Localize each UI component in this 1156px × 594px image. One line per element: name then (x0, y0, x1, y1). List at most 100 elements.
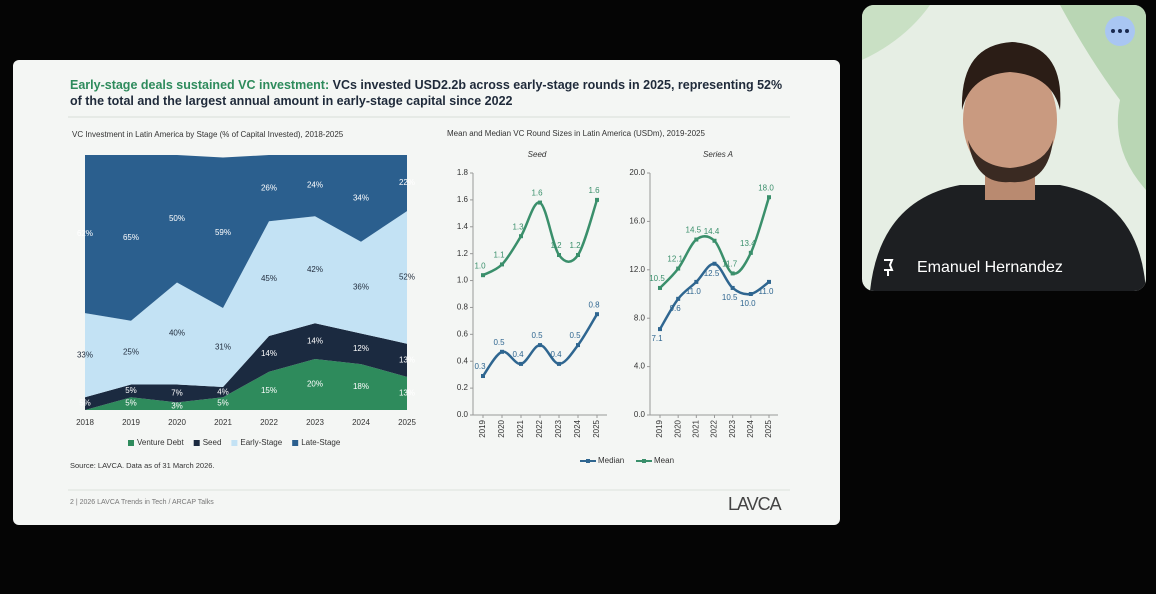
value-label: 11.0 (686, 287, 702, 296)
value-label: 62% (77, 229, 93, 238)
point (576, 343, 580, 348)
point (595, 197, 599, 202)
value-label: 5% (217, 399, 229, 408)
value-label: 13.4 (740, 239, 756, 248)
value-label: 52% (399, 273, 415, 282)
x-tick-label: 2023 (554, 419, 563, 437)
value-label: 13% (399, 389, 415, 398)
point (519, 234, 523, 239)
point (500, 349, 504, 354)
x-tick-label: 2024 (746, 419, 755, 437)
point (694, 237, 699, 242)
point (481, 374, 485, 379)
value-label: 50% (169, 214, 185, 223)
y-tick-label: 20.0 (629, 168, 645, 177)
value-label: 45% (261, 274, 277, 283)
x-tick-label: 2022 (710, 419, 719, 437)
x-tick-label: 2021 (516, 419, 525, 437)
point (748, 292, 753, 296)
x-tick-label: 2025 (764, 419, 773, 437)
y-tick-label: 1.8 (457, 168, 469, 177)
logo: LAVCA (728, 494, 782, 514)
value-label: 31% (215, 343, 231, 352)
legend-label: Late-Stage (301, 438, 341, 447)
value-label: 1.6 (531, 189, 543, 198)
y-tick-label: 16.0 (629, 217, 645, 226)
value-label: 18% (353, 382, 369, 391)
value-label: 1.0 (474, 261, 486, 270)
beard (968, 140, 1053, 183)
chart-subtitle: Seed (528, 150, 547, 159)
value-label: 20% (307, 380, 323, 389)
x-tick-label: 2023 (728, 419, 737, 437)
x-tick-label: 2019 (478, 419, 487, 437)
point (658, 285, 662, 290)
point (481, 273, 485, 278)
area (85, 155, 407, 321)
value-label: 11.7 (722, 260, 738, 269)
title-text: VCs invested USD2.2b across early-stage … (70, 78, 783, 108)
y-tick-label: 1.0 (457, 276, 469, 285)
x-tick-label: 2020 (168, 418, 186, 427)
source: Source: LAVCA. Data as of 31 March 2026. (70, 461, 215, 470)
participant-name: Emanuel Hernandez (917, 259, 1063, 276)
x-tick-label: 2024 (352, 418, 370, 427)
value-label: 12.1 (667, 255, 683, 264)
value-label: 1.2 (569, 241, 581, 250)
point (538, 343, 542, 348)
y-tick-label: 4.0 (634, 362, 646, 371)
map-shape (862, 5, 930, 60)
value-label: 26% (261, 183, 277, 192)
value-label: 12.5 (704, 269, 720, 278)
value-label: 13% (399, 355, 415, 364)
legend-marker (586, 459, 590, 463)
legend-swatch (193, 440, 200, 446)
value-label: 7% (171, 389, 183, 398)
pin-icon (884, 259, 894, 276)
value-label: 0.3 (474, 362, 486, 371)
x-tick-label: 2024 (573, 419, 582, 437)
x-tick-label: 2022 (260, 418, 278, 427)
value-label: 0.4 (550, 350, 562, 359)
map-shape (1060, 5, 1146, 190)
value-label: 42% (307, 265, 323, 274)
legend-label: Seed (203, 438, 222, 447)
area (85, 211, 407, 398)
value-label: 14.5 (686, 226, 702, 235)
value-label: 34% (353, 193, 369, 202)
legend-label: Venture Debt (137, 438, 184, 447)
y-tick-label: 0.4 (457, 356, 469, 365)
legend-label: Mean (654, 456, 674, 465)
legend-swatch (292, 440, 299, 446)
value-label: 9.6 (670, 304, 682, 313)
value-label: 5% (125, 399, 137, 408)
value-label: 1.2 (550, 241, 562, 250)
footer: 2 | 2026 LAVCA Trends in Tech / ARCAP Ta… (70, 499, 214, 506)
legend-label: Early-Stage (240, 438, 282, 447)
y-tick-label: 0.0 (457, 410, 469, 419)
value-label: 36% (353, 283, 369, 292)
face (963, 60, 1057, 180)
value-label: 15% (261, 386, 277, 395)
value-label: 1.6 (588, 186, 600, 195)
point (767, 195, 771, 200)
point (576, 253, 580, 258)
point (712, 238, 717, 243)
title-lead: Early-stage deals sustained VC investmen… (70, 78, 330, 92)
point (557, 253, 561, 258)
x-tick-label: 2018 (76, 418, 94, 427)
value-label: 22% (399, 178, 415, 187)
y-tick-label: 1.6 (457, 195, 469, 204)
hair (961, 42, 1061, 110)
value-label: 0.5 (493, 338, 505, 347)
x-tick-label: 2021 (691, 419, 700, 437)
chart-title: VC Investment in Latin America by Stage … (72, 130, 344, 139)
value-label: 25% (123, 348, 139, 357)
x-tick-label: 2020 (497, 419, 506, 437)
value-label: 14.4 (704, 227, 720, 236)
x-tick-label: 2021 (214, 418, 232, 427)
point (730, 271, 735, 276)
video-tile: Emanuel Hernandez (862, 5, 1146, 291)
